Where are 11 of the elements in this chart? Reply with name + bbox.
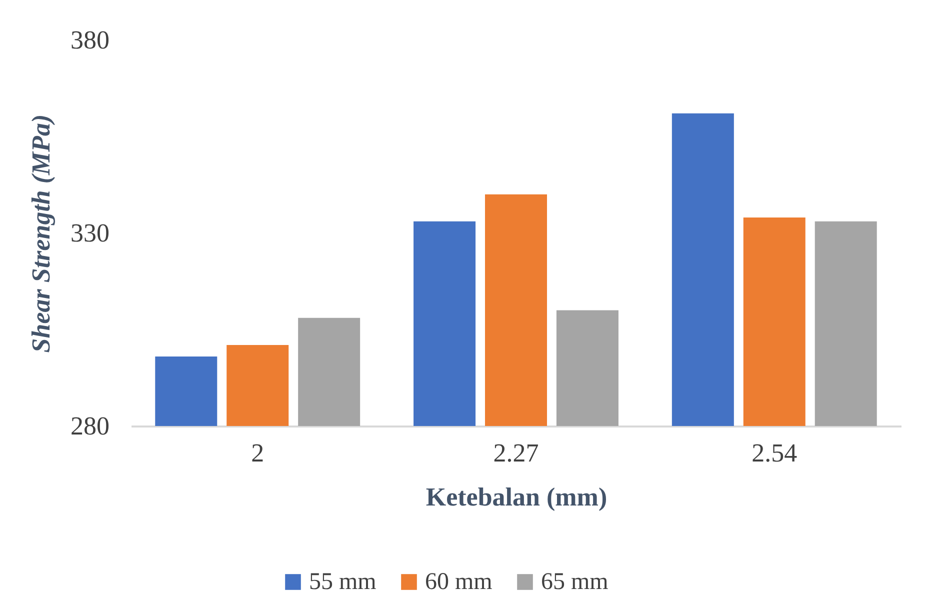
x-tick-label: 2.54	[752, 438, 798, 468]
y-tick-label: 330	[70, 218, 110, 248]
legend-label: 55 mm	[309, 569, 377, 595]
y-tick-label: 280	[70, 412, 110, 440]
x-tick-label: 2	[251, 438, 264, 468]
legend-label: 65 mm	[541, 569, 609, 595]
y-tick-label: 380	[70, 26, 110, 54]
legend-label: 60 mm	[425, 569, 493, 595]
y-axis-title: Shear Strength (MPa)	[26, 114, 56, 353]
x-tick-label: 2.27	[493, 438, 539, 468]
x-axis-title: Ketebalan (mm)	[426, 482, 608, 512]
